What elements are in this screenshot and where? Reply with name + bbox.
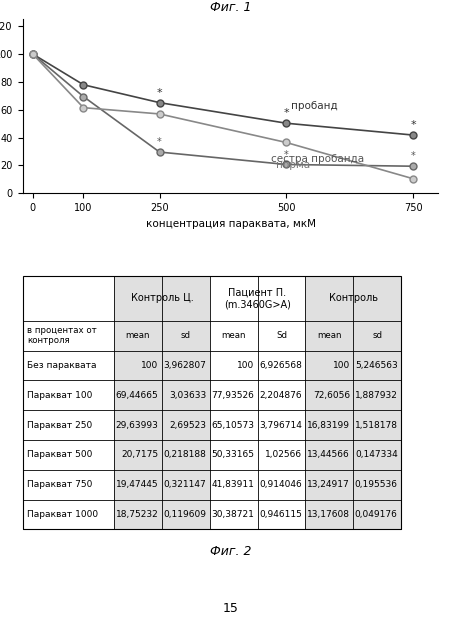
Text: Sd: Sd — [276, 332, 286, 340]
Text: 65,10573: 65,10573 — [211, 420, 253, 429]
Text: sd: sd — [371, 332, 381, 340]
Text: 0,914046: 0,914046 — [259, 480, 301, 489]
Text: mean: mean — [316, 332, 341, 340]
Text: 41,83911: 41,83911 — [211, 480, 253, 489]
Text: Паракват 500: Паракват 500 — [27, 451, 92, 460]
Text: *: * — [283, 150, 288, 159]
Text: 5,246563: 5,246563 — [354, 361, 397, 370]
Text: mean: mean — [125, 332, 150, 340]
Text: 1,887932: 1,887932 — [354, 391, 397, 400]
Text: Паракват 250: Паракват 250 — [27, 420, 92, 429]
Text: 3,796714: 3,796714 — [258, 420, 301, 429]
Text: 77,93526: 77,93526 — [211, 391, 253, 400]
Text: Без параквата: Без параквата — [27, 361, 96, 370]
Text: 6,926568: 6,926568 — [258, 361, 301, 370]
Text: 13,44566: 13,44566 — [306, 451, 349, 460]
Text: 100: 100 — [141, 361, 158, 370]
Text: сестра пробанда: сестра пробанда — [271, 154, 364, 164]
Text: Пациент П.
(m.3460G>A): Пациент П. (m.3460G>A) — [224, 288, 290, 309]
Text: 0,049176: 0,049176 — [354, 510, 397, 519]
Text: Паракват 100: Паракват 100 — [27, 391, 92, 400]
Text: 0,946115: 0,946115 — [258, 510, 301, 519]
Text: норма: норма — [276, 159, 309, 170]
FancyBboxPatch shape — [114, 276, 161, 529]
Text: sd: sd — [180, 332, 190, 340]
Text: 1,02566: 1,02566 — [264, 451, 301, 460]
FancyBboxPatch shape — [352, 276, 400, 529]
Text: 16,83199: 16,83199 — [306, 420, 349, 429]
Text: пробанд: пробанд — [291, 101, 337, 111]
Text: mean: mean — [221, 332, 245, 340]
FancyBboxPatch shape — [305, 276, 352, 529]
X-axis label: концентрация параквата, мкМ: концентрация параквата, мкМ — [145, 219, 315, 228]
Text: *: * — [156, 88, 162, 98]
Text: 0,119609: 0,119609 — [163, 510, 206, 519]
Text: 13,17608: 13,17608 — [306, 510, 349, 519]
Text: Паракват 750: Паракват 750 — [27, 480, 92, 489]
Text: 3,962807: 3,962807 — [163, 361, 206, 370]
Text: 1,518178: 1,518178 — [354, 420, 397, 429]
Text: 2,69523: 2,69523 — [169, 420, 206, 429]
Text: 18,75232: 18,75232 — [115, 510, 158, 519]
Text: 72,6056: 72,6056 — [312, 391, 349, 400]
Text: 100: 100 — [236, 361, 253, 370]
Text: 100: 100 — [332, 361, 349, 370]
Text: в процентах от
контроля: в процентах от контроля — [27, 326, 97, 346]
Text: 69,44665: 69,44665 — [115, 391, 158, 400]
Text: 30,38721: 30,38721 — [211, 510, 253, 519]
Text: 29,63993: 29,63993 — [115, 420, 158, 429]
Text: *: * — [410, 151, 414, 161]
Text: 0,218188: 0,218188 — [163, 451, 206, 460]
Text: 19,47445: 19,47445 — [116, 480, 158, 489]
Text: 50,33165: 50,33165 — [211, 451, 253, 460]
Text: 0,321147: 0,321147 — [163, 480, 206, 489]
Text: Паракват 1000: Паракват 1000 — [27, 510, 98, 519]
Text: Контроль: Контроль — [328, 294, 377, 303]
Title: Фиг. 1: Фиг. 1 — [209, 1, 251, 14]
Text: Контроль Ц.: Контроль Ц. — [130, 294, 193, 303]
Text: Фиг. 2: Фиг. 2 — [209, 545, 251, 557]
Text: *: * — [410, 120, 415, 130]
Text: *: * — [157, 137, 161, 147]
FancyBboxPatch shape — [161, 276, 209, 529]
Text: 0,195536: 0,195536 — [354, 480, 397, 489]
Text: 20,7175: 20,7175 — [121, 451, 158, 460]
Text: *: * — [283, 108, 289, 118]
Text: 15: 15 — [222, 602, 238, 616]
Text: 3,03633: 3,03633 — [169, 391, 206, 400]
Text: 2,204876: 2,204876 — [259, 391, 301, 400]
Text: 13,24917: 13,24917 — [306, 480, 349, 489]
Text: 0,147334: 0,147334 — [354, 451, 397, 460]
